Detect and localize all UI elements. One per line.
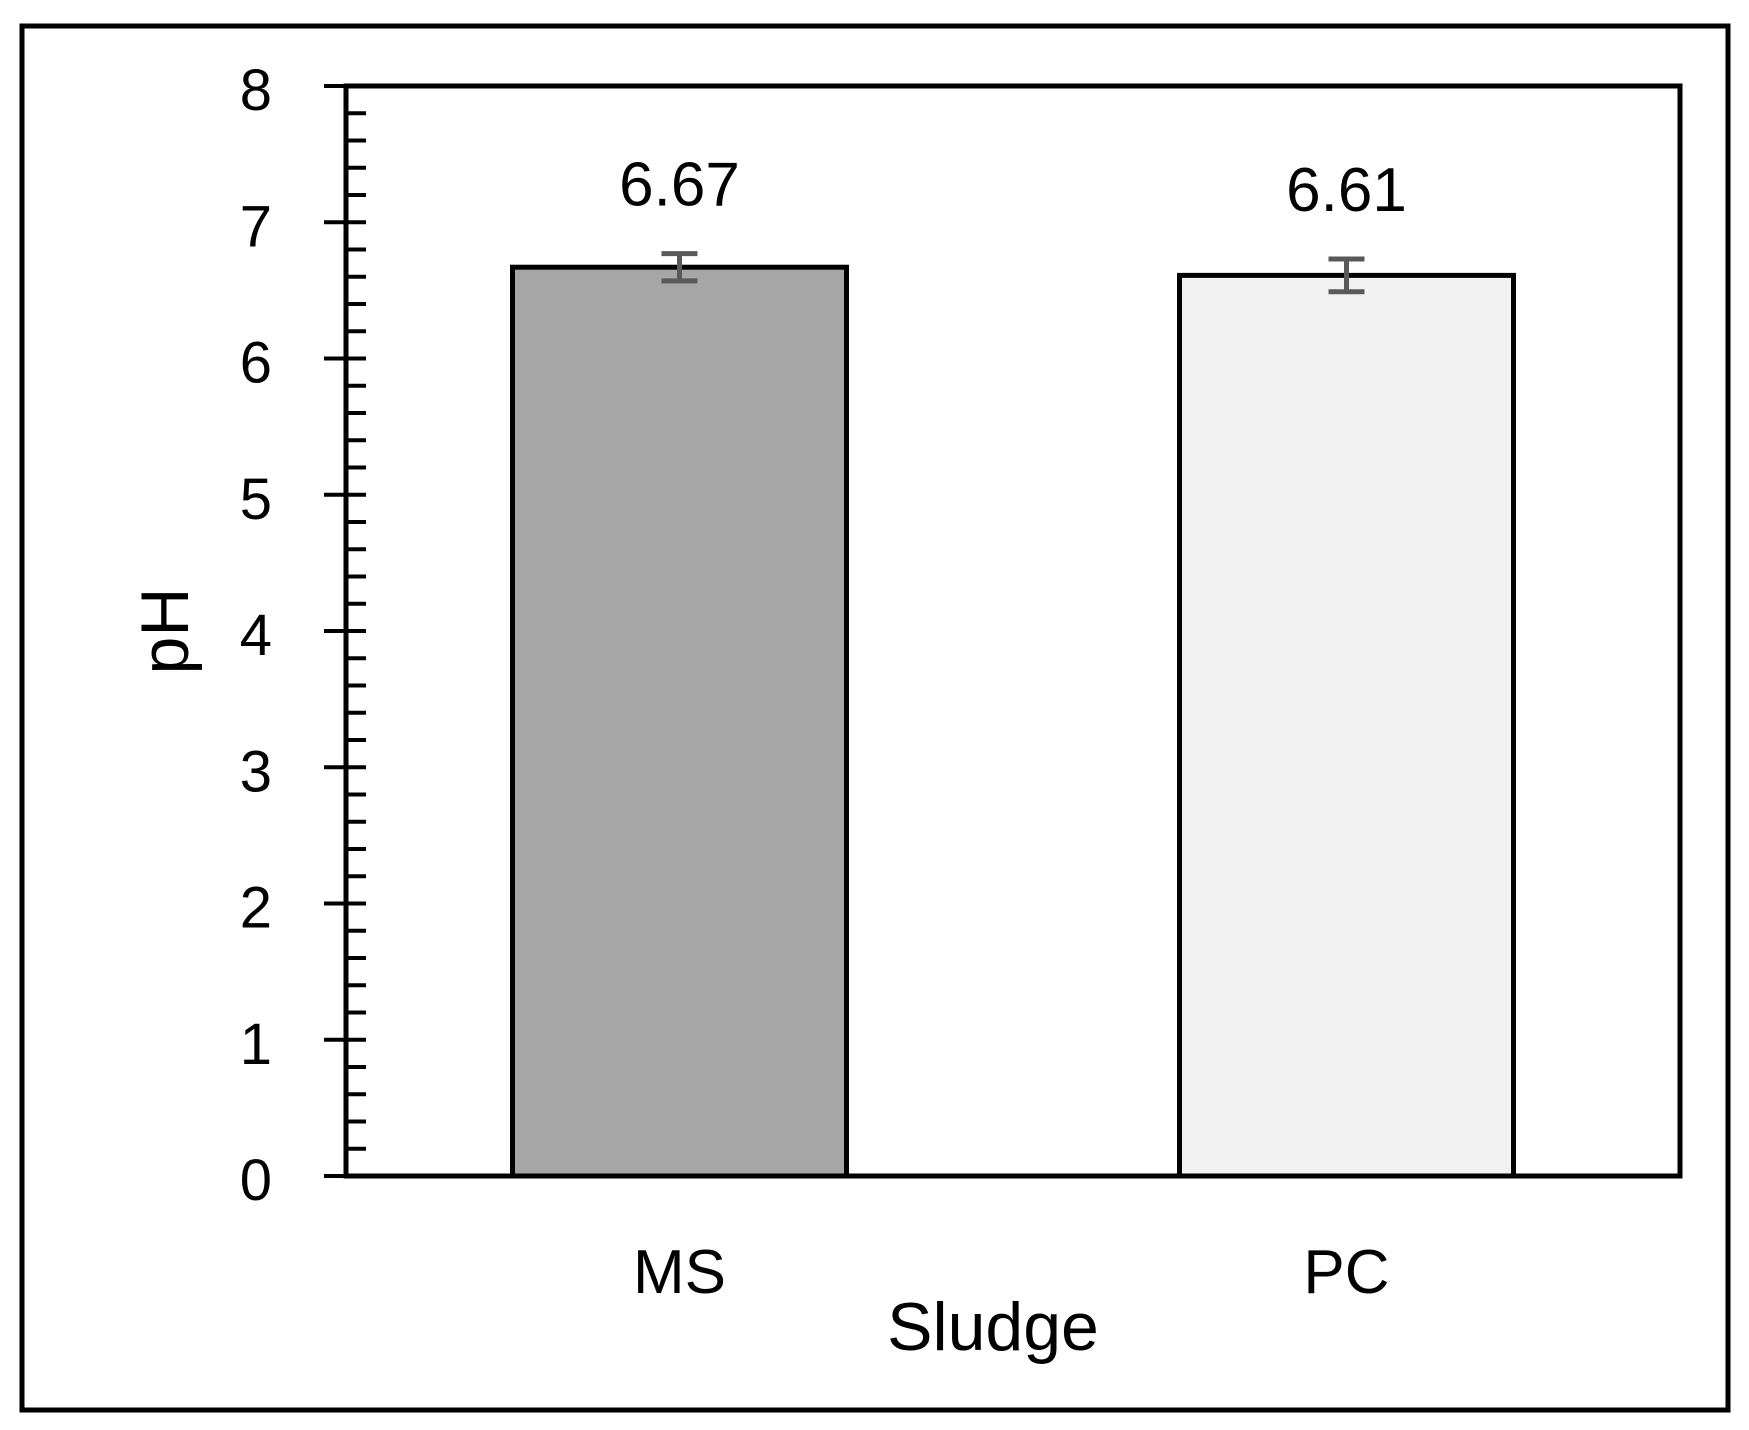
bar-pc <box>1177 272 1516 1179</box>
y-tick-label: 8 <box>240 58 272 123</box>
y-tick-label: 5 <box>240 467 272 532</box>
data-label-pc: 6.61 <box>1286 156 1407 225</box>
y-tick-label: 3 <box>240 739 272 804</box>
y-tick-label: 1 <box>240 1012 272 1077</box>
bars <box>510 264 1516 1179</box>
x-axis-title: Sludge <box>887 1289 1099 1365</box>
bar-ms <box>510 264 849 1179</box>
y-tick-label: 2 <box>240 876 272 941</box>
y-tick-label: 0 <box>240 1148 272 1213</box>
y-tick-label: 4 <box>240 603 272 668</box>
category-label-ms: MS <box>633 1238 726 1307</box>
data-label-ms: 6.67 <box>619 151 740 220</box>
y-axis-tick-labels: 0 1 2 3 4 5 6 7 8 <box>240 58 272 1213</box>
error-bars <box>661 251 1365 295</box>
data-labels: 6.67 6.61 <box>619 151 1407 225</box>
y-axis-ticks <box>324 84 366 1178</box>
x-axis-category-labels: MS PC <box>633 1238 1390 1307</box>
y-tick-label: 7 <box>240 194 272 259</box>
y-tick-label: 6 <box>240 331 272 396</box>
y-axis-title: pH <box>127 588 203 675</box>
category-label-pc: PC <box>1303 1238 1389 1307</box>
